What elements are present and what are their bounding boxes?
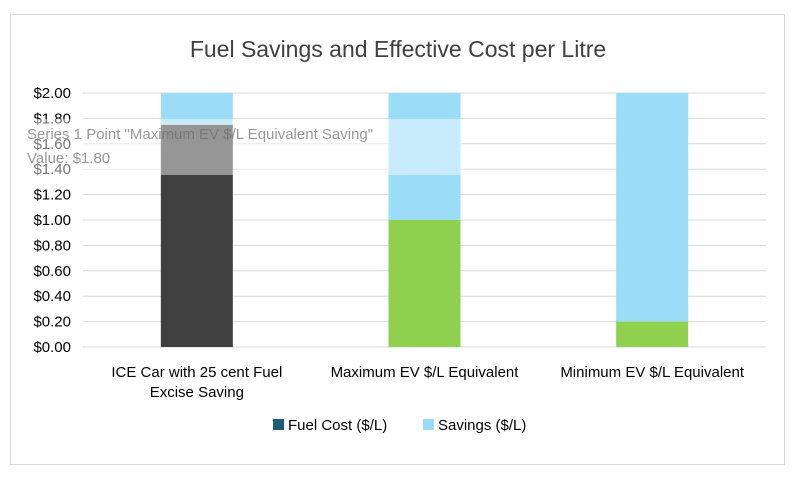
y-tick-label: $0.60 [33, 263, 71, 280]
y-tick-label: $0.00 [33, 339, 71, 356]
legend-swatch [423, 419, 434, 430]
tooltip-line-2: Value: $1.80 [27, 150, 110, 167]
chart-area: Fuel Savings and Effective Cost per Litr… [10, 14, 785, 465]
x-category-label: ICE Car with 25 cent Fuel [111, 364, 282, 381]
y-tick-label: $0.40 [33, 288, 71, 305]
bar-fuel-cost[interactable] [160, 124, 233, 347]
y-tick-label: $1.00 [33, 212, 71, 229]
bar-fuel-cost[interactable] [388, 220, 461, 347]
y-tick-label: $2.00 [33, 85, 71, 102]
y-tick-label: $1.60 [33, 136, 71, 153]
y-tick-label: $1.40 [33, 161, 71, 178]
legend-label: Savings ($/L) [438, 417, 526, 434]
bar-savings[interactable] [388, 93, 461, 220]
x-category-label: Excise Saving [150, 384, 244, 401]
y-tick-label: $0.20 [33, 314, 71, 331]
x-category-label: Minimum EV $/L Equivalent [560, 364, 745, 381]
chart-title: Fuel Savings and Effective Cost per Litr… [190, 36, 606, 62]
y-tick-label: $1.20 [33, 187, 71, 204]
legend-swatch [273, 419, 284, 430]
x-category-label: Maximum EV $/L Equivalent [331, 364, 520, 381]
bar-fuel-cost[interactable] [616, 321, 689, 347]
bar-savings[interactable] [160, 93, 233, 125]
y-tick-label: $1.80 [33, 110, 71, 127]
tooltip-box [25, 119, 463, 175]
tooltip-line-1: Series 1 Point "Maximum EV $/L Equivalen… [27, 126, 373, 143]
legend-label: Fuel Cost ($/L) [288, 417, 387, 434]
chart-svg: Fuel Savings and Effective Cost per Litr… [25, 36, 766, 434]
bar-savings[interactable] [616, 93, 689, 322]
y-tick-label: $0.80 [33, 237, 71, 254]
